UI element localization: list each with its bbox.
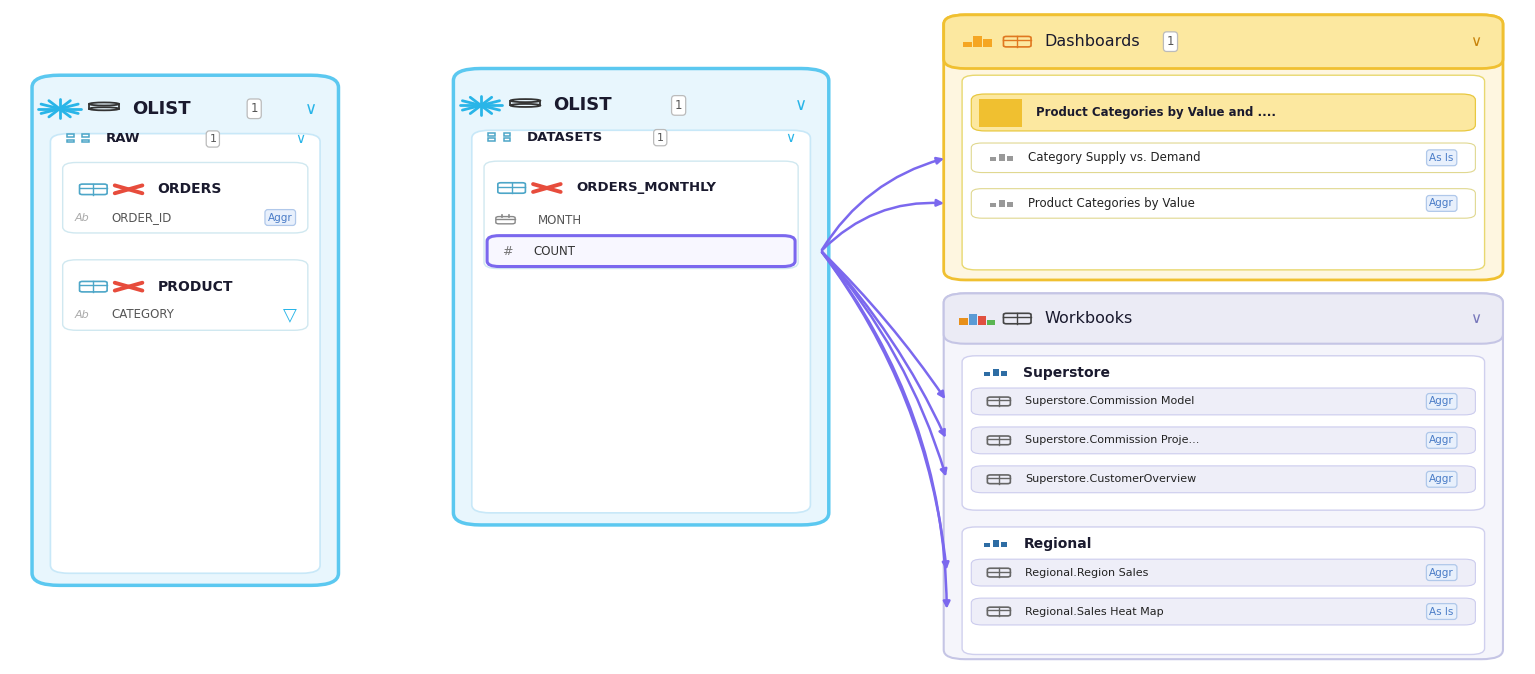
- Text: Aggr: Aggr: [1429, 474, 1454, 485]
- Text: Aggr: Aggr: [1429, 568, 1454, 578]
- Text: ORDERS: ORDERS: [158, 183, 223, 196]
- Text: Regional.Region Sales: Regional.Region Sales: [1025, 568, 1148, 578]
- Bar: [987, 319, 995, 325]
- Text: Category Supply vs. Demand: Category Supply vs. Demand: [1028, 151, 1200, 164]
- FancyBboxPatch shape: [63, 259, 309, 330]
- Bar: [978, 316, 985, 325]
- Text: As Is: As Is: [1429, 607, 1454, 617]
- FancyBboxPatch shape: [972, 388, 1475, 415]
- Bar: [959, 318, 969, 325]
- Text: Product Categories by Value: Product Categories by Value: [1028, 197, 1194, 210]
- Text: ORDER_ID: ORDER_ID: [112, 211, 172, 224]
- Bar: [488, 138, 494, 141]
- Text: ▽: ▽: [282, 306, 296, 324]
- Text: Regional: Regional: [1024, 537, 1091, 551]
- Text: RAW: RAW: [106, 133, 140, 146]
- Bar: [982, 39, 992, 47]
- Text: Aggr: Aggr: [1429, 435, 1454, 446]
- Text: COUNT: COUNT: [533, 245, 576, 257]
- Bar: [503, 133, 510, 135]
- Bar: [1001, 542, 1007, 547]
- Text: 1: 1: [657, 133, 663, 143]
- FancyBboxPatch shape: [944, 293, 1503, 344]
- Text: Superstore.Commission Model: Superstore.Commission Model: [1025, 396, 1194, 406]
- Text: ∨: ∨: [1471, 311, 1481, 326]
- FancyBboxPatch shape: [484, 161, 798, 268]
- Bar: [68, 134, 74, 137]
- Text: ORDERS_MONTHLY: ORDERS_MONTHLY: [576, 181, 715, 195]
- Bar: [503, 138, 510, 141]
- Bar: [83, 140, 89, 142]
- Bar: [984, 372, 990, 376]
- Bar: [990, 203, 996, 207]
- Text: ∨: ∨: [305, 100, 316, 118]
- Bar: [979, 98, 1022, 127]
- Text: MONTH: MONTH: [537, 214, 582, 226]
- Text: OLIST: OLIST: [553, 96, 611, 115]
- Text: 1: 1: [1167, 35, 1174, 48]
- Text: Aggr: Aggr: [1429, 396, 1454, 406]
- Text: Ab: Ab: [75, 212, 89, 222]
- FancyBboxPatch shape: [487, 236, 795, 266]
- Text: #: #: [502, 245, 513, 257]
- Text: Superstore.Commission Proje...: Superstore.Commission Proje...: [1025, 435, 1199, 446]
- FancyBboxPatch shape: [962, 356, 1484, 510]
- Text: ∨: ∨: [1471, 34, 1481, 49]
- FancyBboxPatch shape: [972, 427, 1475, 454]
- Text: Dashboards: Dashboards: [1045, 34, 1141, 49]
- Bar: [1001, 371, 1007, 376]
- FancyBboxPatch shape: [453, 69, 829, 525]
- FancyBboxPatch shape: [962, 527, 1484, 654]
- Text: 1: 1: [250, 102, 258, 115]
- Bar: [1007, 202, 1013, 207]
- Bar: [68, 140, 74, 142]
- Bar: [990, 157, 996, 161]
- FancyBboxPatch shape: [944, 15, 1503, 280]
- Bar: [488, 133, 494, 135]
- FancyBboxPatch shape: [972, 143, 1475, 173]
- FancyBboxPatch shape: [63, 162, 309, 233]
- FancyBboxPatch shape: [972, 466, 1475, 493]
- Text: CATEGORY: CATEGORY: [112, 308, 175, 321]
- FancyBboxPatch shape: [51, 133, 321, 574]
- Bar: [999, 200, 1005, 207]
- Text: ∨: ∨: [786, 131, 795, 145]
- FancyBboxPatch shape: [972, 94, 1475, 131]
- Bar: [993, 541, 999, 547]
- Text: ∨: ∨: [795, 96, 807, 115]
- Text: As Is: As Is: [1429, 153, 1454, 163]
- Text: Workbooks: Workbooks: [1045, 311, 1133, 326]
- Text: Superstore.CustomerOverview: Superstore.CustomerOverview: [1025, 474, 1196, 485]
- Bar: [969, 313, 978, 325]
- Text: 1: 1: [209, 134, 216, 144]
- Bar: [1007, 156, 1013, 161]
- FancyBboxPatch shape: [471, 130, 810, 513]
- Text: Superstore: Superstore: [1024, 365, 1110, 379]
- Text: DATASETS: DATASETS: [527, 131, 603, 144]
- Text: Ab: Ab: [75, 310, 89, 320]
- Bar: [984, 543, 990, 547]
- FancyBboxPatch shape: [972, 559, 1475, 586]
- FancyBboxPatch shape: [972, 189, 1475, 218]
- FancyBboxPatch shape: [962, 75, 1484, 270]
- Text: PRODUCT: PRODUCT: [158, 280, 233, 294]
- Text: Product Categories by Value and ....: Product Categories by Value and ....: [1036, 106, 1276, 119]
- Bar: [973, 36, 982, 47]
- Bar: [993, 369, 999, 376]
- Bar: [962, 42, 972, 47]
- Text: ∨: ∨: [295, 132, 305, 146]
- Text: Aggr: Aggr: [269, 212, 293, 222]
- FancyBboxPatch shape: [944, 15, 1503, 69]
- Bar: [83, 134, 89, 137]
- FancyBboxPatch shape: [972, 598, 1475, 625]
- Text: 1: 1: [675, 99, 683, 112]
- FancyBboxPatch shape: [32, 75, 339, 585]
- Text: Regional.Sales Heat Map: Regional.Sales Heat Map: [1025, 607, 1164, 617]
- Bar: [999, 154, 1005, 161]
- Text: Aggr: Aggr: [1429, 198, 1454, 208]
- FancyBboxPatch shape: [944, 293, 1503, 659]
- Text: OLIST: OLIST: [132, 100, 190, 118]
